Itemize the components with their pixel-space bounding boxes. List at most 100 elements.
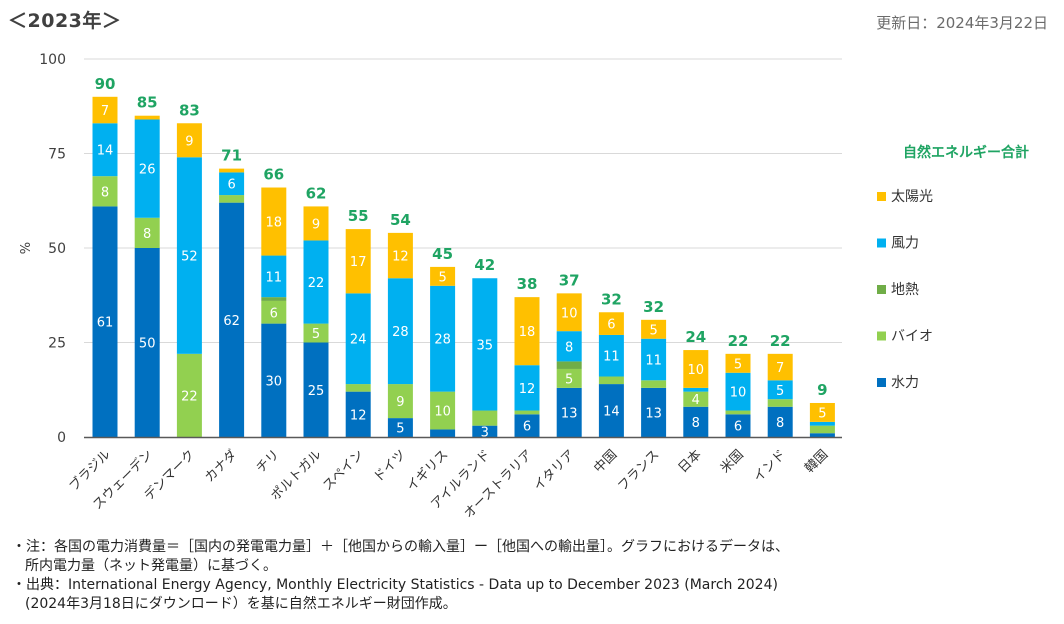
bar-segment-wind [134,119,160,218]
bar-segment-bio [134,217,160,248]
bar-segment-solar [303,206,329,241]
y-axis-label: % [19,242,34,254]
bar-stack: 10 28 5 [430,266,456,437]
total-label: 45 [432,245,453,263]
data-label: 14 [97,144,114,159]
data-label: 5 [565,372,573,387]
legend-swatch [877,238,886,248]
bar-segment-hydro [261,323,287,437]
bar-stack: 6 12 18 [514,297,540,437]
data-label: 50 [139,337,156,352]
bar-segment-bio [767,399,793,407]
y-tick-label: 0 [57,430,66,446]
bar-segment-hydro [345,391,371,437]
data-label: 6 [270,306,278,321]
legend-label: 地熱 [891,282,919,298]
bar-segment-wind [345,293,371,385]
bar-stack: 5 [809,402,835,437]
data-label: 9 [312,217,320,232]
bar-segment-hydro [556,387,582,437]
data-label: 4 [692,393,700,408]
bar-segment-solar [261,187,287,256]
data-label: 5 [776,384,784,399]
bar-stack: 22 52 9 [176,123,202,437]
bar-segment-wind [92,123,118,177]
data-label: 5 [734,357,742,372]
data-label: 6 [734,420,742,435]
data-label: 12 [392,250,409,265]
data-label: 8 [101,185,109,200]
bar-stack: 30 6 11 18 [261,187,287,437]
bar-segment-bio [683,391,709,407]
bar-stack: 6 10 5 [725,353,751,437]
bar-segment-wind [725,372,751,411]
bar-segment-wind [472,278,498,411]
y-tick-label: 100 [39,52,66,68]
bar-stack: 14 11 6 [598,312,624,437]
data-label: 24 [350,333,367,348]
data-label: 5 [438,270,446,285]
bar-segment-bio [472,410,498,426]
bar-segment-wind [514,365,540,411]
total-label: 22 [770,332,791,350]
bar-segment-solar [176,123,202,158]
bar-segment-bio [345,384,371,392]
bar-stack: 3 35 [472,278,498,440]
bar-segment-solar [556,293,582,332]
data-label: 10 [561,306,578,321]
y-axis-ticks: 0 25 50 75 100 [39,52,66,446]
bar-segment-hydro [134,248,160,437]
total-label: 66 [263,166,284,184]
bar-segment-bio [387,384,413,419]
bar-segment-hydro [219,202,245,437]
data-label: 10 [688,363,705,378]
data-label: 8 [776,416,784,431]
bar-segment-solar [219,168,245,173]
data-label: 6 [523,420,531,435]
data-label: 5 [818,406,826,421]
legend-label: 風力 [891,236,919,252]
bar-segment-hydro [303,342,329,437]
x-tick-label: カナダ [202,447,240,485]
bar-segment-bio [514,410,540,415]
legend-item-geothermal: 地熱 [877,282,919,298]
bar-stack: 13 11 5 [641,319,667,437]
data-label: 6 [227,178,235,193]
bar-segment-hydro [430,429,456,437]
data-label: 22 [308,276,325,291]
x-tick-label: チリ [254,447,283,476]
data-label: 6 [607,318,615,333]
x-tick-label: インド [751,447,789,485]
bar-stack: 8 5 7 [767,353,793,437]
bar-stack: 61 8 14 7 [92,96,118,437]
bar-segment-solar [134,115,160,120]
data-label: 13 [645,406,662,421]
legend-label: 太陽光 [891,189,933,205]
bar-segment-geothermal [556,361,582,369]
bar-stack: 50 8 26 [134,115,160,437]
bar-segment-hydro [683,406,709,437]
bar-segment-bio [430,391,456,430]
data-label: 10 [730,386,747,401]
data-label: 12 [519,382,536,397]
x-tick-label: ドイツ [371,447,409,485]
bar-stack: 12 24 17 [345,229,371,437]
bar-segment-hydro [598,384,624,437]
data-label: 10 [434,405,451,420]
total-label: 90 [95,75,116,93]
bar-segment-bio [598,376,624,385]
total-label: 71 [221,147,242,165]
data-label: 8 [565,340,573,355]
data-label: 7 [776,361,784,376]
data-label: 35 [477,338,494,353]
data-label: 52 [181,250,198,265]
data-label: 26 [139,163,156,178]
note-line-2: 所内電力量（ネット発電量）に基づく。 [25,558,277,574]
bar-segment-bio [219,195,245,203]
bar-segment-hydro [767,406,793,437]
total-label: 32 [601,290,622,308]
x-tick-label: 韓国 [802,447,831,476]
bar-segment-wind [809,421,835,426]
bar-segment-solar [514,297,540,366]
